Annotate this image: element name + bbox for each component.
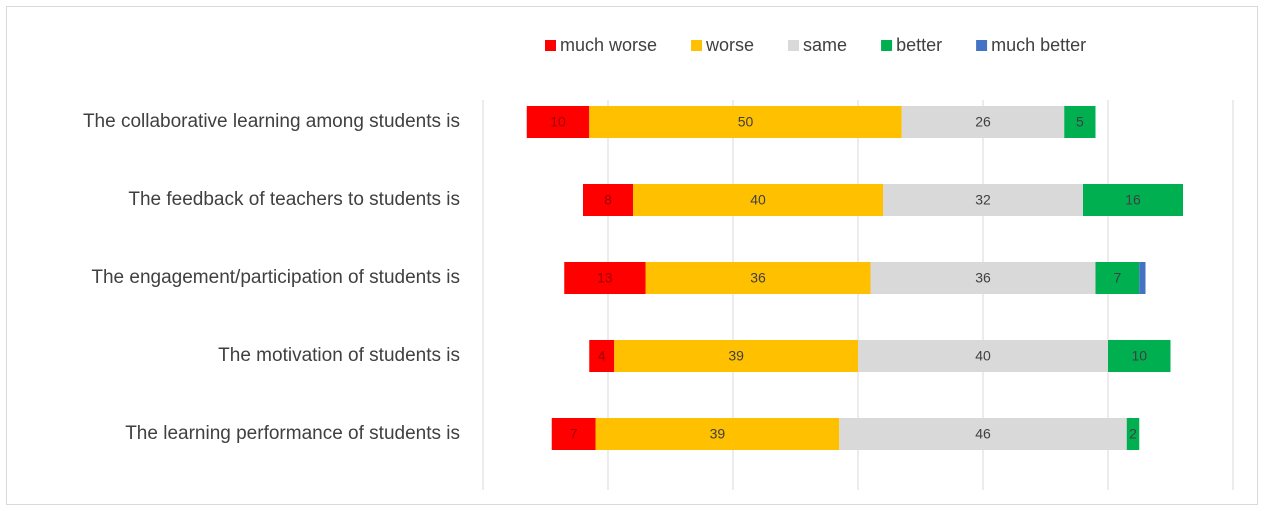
category-label: The collaborative learning among student… [83,111,460,132]
bar-segment [883,184,1083,216]
bar-segment [858,340,1108,372]
bar-segment [870,262,1096,294]
legend-swatch [545,40,556,51]
legend-label: same [803,35,847,55]
data-label: 4 [598,348,606,364]
bar-segment [551,418,596,450]
bar-segment [1108,340,1171,372]
bar-segment [839,418,1127,450]
bar-segment [901,106,1065,138]
legend-swatch [976,40,988,51]
bar-segment [1083,184,1183,216]
legend-label: much better [991,35,1086,55]
data-label: 36 [750,270,766,286]
bar-segment [1126,418,1140,450]
legend-label: worse [705,35,754,55]
bar-segment [614,340,858,372]
bar-segment [1139,262,1146,294]
data-label: 39 [710,426,726,442]
data-label: 40 [975,348,991,364]
legend-swatch [691,40,703,51]
bar-segment [564,262,646,294]
data-label: 32 [975,192,991,208]
data-label: 40 [750,192,766,208]
legend-label: better [896,35,942,55]
bar-segment [589,106,902,138]
bar-segment [589,340,615,372]
data-label: 8 [604,192,612,208]
legend-label: much worse [560,35,657,55]
data-label: 39 [728,348,744,364]
data-label: 10 [550,114,566,130]
data-label: 7 [1113,270,1121,286]
bar-segment [1064,106,1096,138]
data-label: 10 [1131,348,1147,364]
category-label: The learning performance of students is [125,423,460,444]
data-label: 26 [975,114,991,130]
data-label: 2 [1129,426,1137,442]
bar-segment [633,184,883,216]
data-label: 36 [975,270,991,286]
legend-swatch [881,40,893,51]
bar-segment [595,418,840,450]
bar-segment [1095,262,1140,294]
bar-segment [583,184,633,216]
category-label: The motivation of students is [218,345,460,366]
data-label: 5 [1076,114,1084,130]
category-label: The engagement/participation of students… [91,267,460,288]
data-label: 50 [738,114,754,130]
bar-segment [645,262,871,294]
data-label: 13 [597,270,613,286]
legend-swatch [788,40,800,51]
data-label: 16 [1125,192,1141,208]
data-label: 7 [570,426,578,442]
category-label: The feedback of teachers to students is [128,189,460,210]
data-label: 46 [975,426,991,442]
bar-segment [526,106,590,138]
